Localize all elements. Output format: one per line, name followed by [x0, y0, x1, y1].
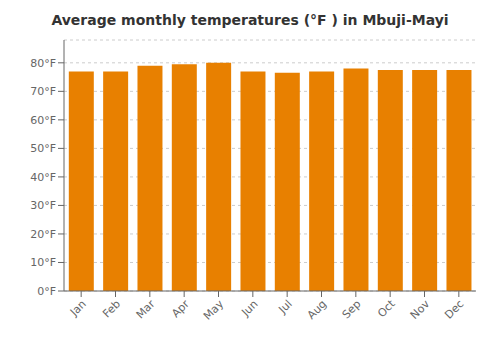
- svg-text:40°F: 40°F: [30, 171, 56, 184]
- svg-text:Feb: Feb: [100, 297, 123, 320]
- svg-text:Jan: Jan: [67, 297, 89, 319]
- svg-text:20°F: 20°F: [30, 228, 56, 241]
- svg-text:0°F: 0°F: [37, 285, 56, 298]
- svg-text:Aug: Aug: [305, 297, 329, 321]
- svg-text:10°F: 10°F: [30, 256, 56, 269]
- svg-text:Jun: Jun: [238, 297, 260, 319]
- svg-text:50°F: 50°F: [30, 142, 56, 155]
- svg-text:Jul: Jul: [276, 297, 295, 316]
- svg-text:80°F: 80°F: [30, 57, 56, 70]
- html-text:Average monthly temperatures (: Average monthly temperatures (°F ) in Mb…: [51, 12, 449, 28]
- svg-text:Oct: Oct: [375, 297, 398, 320]
- svg-text:60°F: 60°F: [30, 114, 56, 127]
- svg-text:Sep: Sep: [340, 297, 364, 321]
- svg-text:30°F: 30°F: [30, 199, 56, 212]
- svg-text:May: May: [201, 297, 227, 323]
- svg-text:Nov: Nov: [408, 297, 433, 322]
- svg-text:Apr: Apr: [169, 297, 192, 320]
- svg-text:70°F: 70°F: [30, 85, 56, 98]
- svg-text:Dec: Dec: [442, 297, 466, 321]
- svg-text:Mar: Mar: [134, 297, 158, 321]
